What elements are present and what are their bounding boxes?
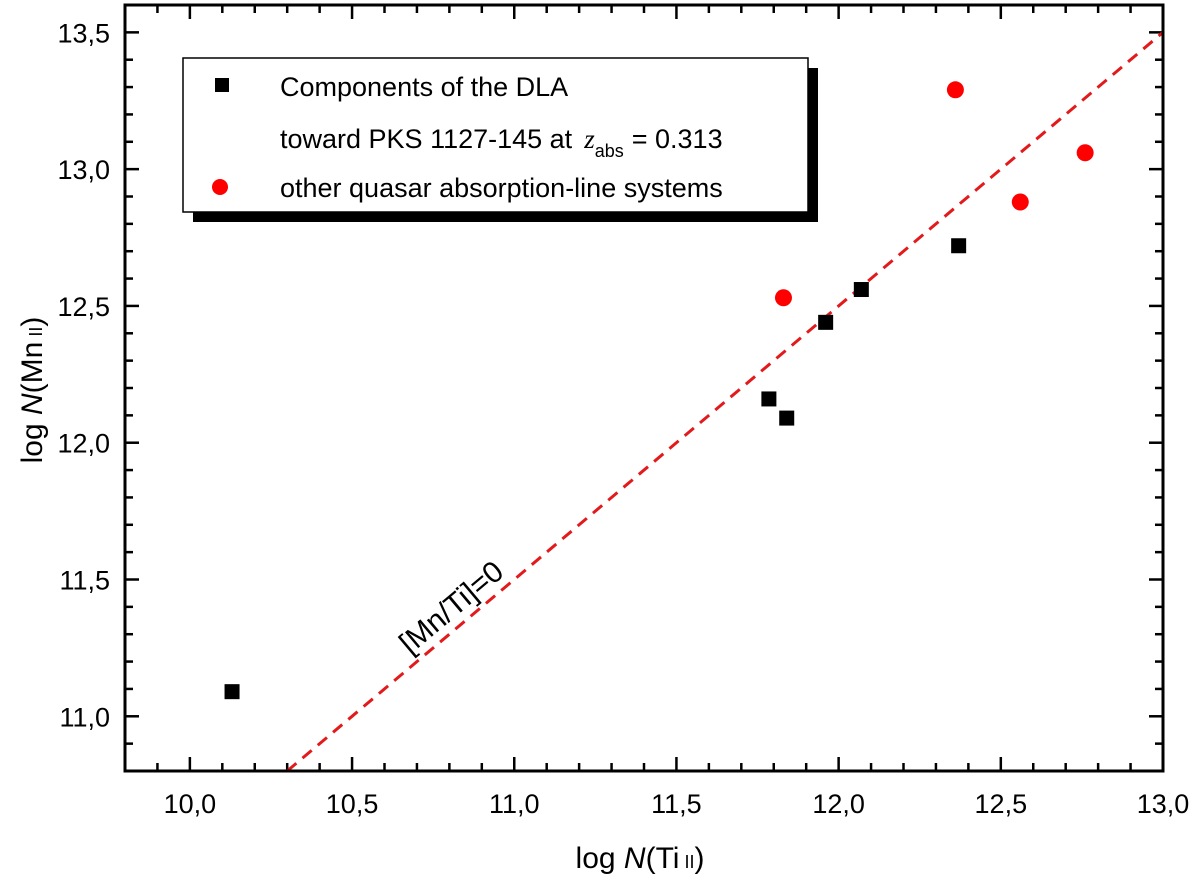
y-tick-label: 12,5 bbox=[57, 292, 110, 322]
y-tick-labels: 11,0 11,5 12,0 12,5 13,0 13,5 bbox=[57, 18, 110, 732]
x-axis-title: log N(Ti II) bbox=[576, 842, 705, 875]
reference-line-mn-ti-zero bbox=[286, 31, 1164, 773]
y-axis-title: log N(MnII) bbox=[16, 317, 49, 464]
x-tick-label: 10,5 bbox=[326, 789, 379, 819]
legend-circle-marker bbox=[212, 179, 228, 195]
quasar-system-point bbox=[1011, 193, 1029, 211]
x-tick-label: 11,0 bbox=[489, 789, 540, 819]
x-tick-label: 12,0 bbox=[812, 789, 865, 819]
y-tick-label: 12,0 bbox=[57, 429, 110, 459]
quasar-system-point bbox=[946, 81, 964, 99]
legend-box bbox=[182, 57, 809, 213]
y-tick-label: 13,5 bbox=[57, 18, 110, 48]
reference-line-label: [Mn/Ti]=0 bbox=[393, 555, 510, 660]
dla-component-point bbox=[761, 391, 777, 407]
legend-entry-dla-line1: Components of the DLA bbox=[280, 72, 568, 102]
dla-component-point bbox=[779, 410, 795, 426]
x-tick-label: 10,0 bbox=[164, 789, 217, 819]
x-tick-label: 11,5 bbox=[651, 789, 702, 819]
x-tick-label: 13,0 bbox=[1137, 789, 1190, 819]
dla-component-point bbox=[853, 282, 869, 298]
quasar-system-point bbox=[774, 289, 792, 307]
y-tick-label: 11,5 bbox=[59, 566, 110, 596]
legend-entry-other-systems: other quasar absorption-line systems bbox=[280, 173, 723, 203]
y-tick-label: 11,0 bbox=[59, 702, 110, 732]
legend: Components of the DLA toward PKS 1127-14… bbox=[182, 57, 818, 222]
dla-component-point bbox=[224, 684, 240, 700]
x-tick-label: 12,5 bbox=[975, 789, 1028, 819]
legend-square-marker bbox=[215, 78, 229, 92]
y-tick-label: 13,0 bbox=[57, 155, 110, 185]
legend-entry-dla-line2: toward PKS 1127-145 at zabs = 0.313 bbox=[280, 124, 723, 161]
x-tick-labels: 10,0 10,5 11,0 11,5 12,0 12,5 13,0 bbox=[164, 789, 1190, 819]
data-points bbox=[224, 81, 1094, 700]
dla-component-point bbox=[818, 314, 834, 330]
quasar-system-point bbox=[1076, 144, 1094, 162]
dla-component-point bbox=[951, 238, 967, 254]
plot-frame bbox=[123, 3, 1165, 773]
